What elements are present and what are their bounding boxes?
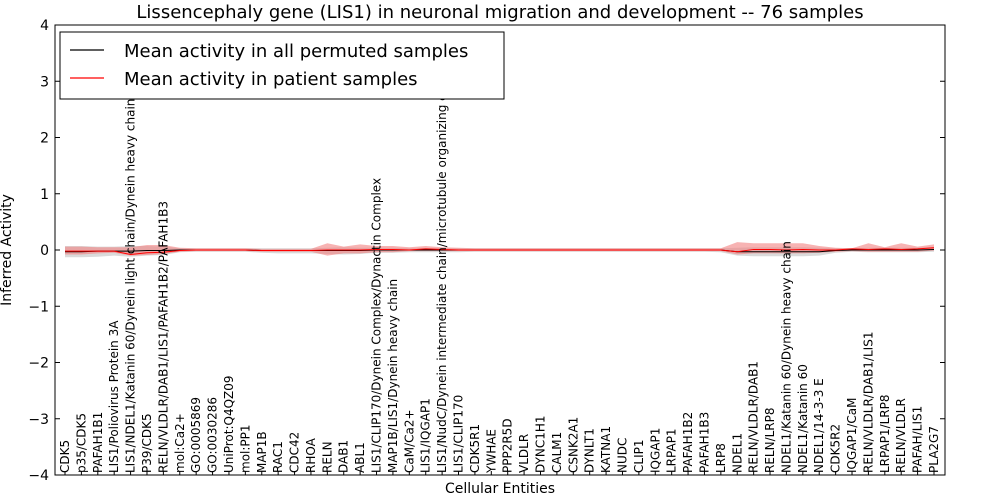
y-tick-label: 1 [40,187,49,203]
x-tick-label: RELN/VLDLR/DAB1/LIS1/PAFAH1B2/PAFAH1B3 [156,201,170,473]
x-tick-label: CDK5 [58,440,72,473]
y-ticks: −4 −3 −2 −1 0 1 2 3 4 [28,18,945,484]
x-tick-label: GO:0005869 [189,397,203,473]
x-tick-label: NDEL1/Katanin 60/Dynein heavy chain [779,241,793,473]
x-tick-label: RHOA [304,437,318,473]
x-tick-label: NDEL1 [730,433,744,473]
x-tick-label: PAFAH1B1 [91,412,105,473]
x-tick-labels: CDK5 p35/CDK5 PAFAH1B1 LIS1/Poliovirus Prot… [58,62,941,475]
y-tick-label: −4 [28,468,49,484]
x-tick-label: mol:Ca2+ [173,413,187,473]
y-tick-label: −1 [28,299,49,315]
legend: Mean activity in all permuted samples Me… [59,31,505,100]
x-tick-label: NDEL1/Katanin 60 [796,364,810,473]
x-tick-label: VLDLR [517,434,531,473]
y-tick-label: −3 [28,412,49,428]
x-tick-label: CDK5R2 [829,424,843,473]
x-tick-label: p35/CDK5 [74,413,88,473]
y-tick-label: −2 [28,356,49,372]
chart-title: Lissencephaly gene (LIS1) in neuronal mi… [136,2,863,23]
legend-label-patient: Mean activity in patient samples [124,69,418,90]
x-tick-label: UniProt:Q4QZ09 [222,375,236,473]
x-tick-label: LIS1/NudC/Dynein intermediate chain/micr… [435,62,449,473]
x-tick-label: CALM1 [550,432,564,473]
x-tick-label: GO:0030286 [206,397,220,473]
x-tick-label: RELN/VLDLR/DAB1/LIS1 [861,332,875,473]
y-axis-label: Inferred Activity [0,194,15,306]
x-tick-label: LRPAP1/LRP8 [878,394,892,473]
x-tick-label: CSNK2A1 [566,417,580,473]
legend-label-permuted: Mean activity in all permuted samples [124,41,468,62]
x-tick-label: mol:PP1 [238,424,252,473]
y-tick-label: 2 [40,131,49,147]
x-tick-label: PLA2G7 [927,426,941,473]
x-tick-label: RELN/VLDLR [894,398,908,473]
x-tick-label: LRPAP1 [665,428,679,473]
x-axis-label: Cellular Entities [445,481,555,497]
x-tick-label: LRP8 [714,443,728,473]
x-tick-label: LIS1/Poliovirus Protein 3A [107,320,121,473]
x-tick-label: PAFAH/LIS1 [911,406,925,473]
x-tick-label: DYNC1H1 [533,415,547,473]
x-tick-label: MAP1B [255,431,269,473]
x-tick-label: DYNLT1 [583,428,597,473]
x-tick-label: CaM/Ca2+ [402,409,416,473]
legend-box [59,31,505,100]
x-tick-label: DAB1 [337,440,351,473]
x-tick-label: NDEL1/14-3-3 E [812,378,826,473]
x-tick-label: IQGAP1 [648,428,662,473]
x-tick-label: CDK5R1 [468,424,482,473]
y-tick-label: 0 [40,243,49,259]
plot-frame [54,24,946,476]
x-tick-label: PAFAH1B2 [681,412,695,473]
x-tick-label: RELN/VLDLR/DAB1 [747,361,761,473]
x-tick-label: YWHAE [484,429,498,474]
x-tick-label: LIS1/CLIP170/Dynein Complex/Dynactin Com… [370,178,384,473]
band-patient [65,242,934,256]
x-tick-label: LIS1/CLIP170 [452,395,466,473]
x-tick-label: PPP2R5D [501,418,515,473]
y-tick-label: 4 [40,18,49,34]
x-tick-label: PAFAH1B3 [697,412,711,473]
x-tick-label: CDC42 [288,432,302,473]
x-tick-label: CLIP1 [632,440,646,473]
x-tick-label: ABL1 [353,442,367,473]
x-tick-label: RELN/LRP8 [763,407,777,473]
x-tick-label: NUDC [615,438,629,473]
x-tick-label: LIS1/NDEL1/Katanin 60/Dynein light chain… [124,99,138,473]
x-tick-label: MAP1B/LIS1/Dynein heavy chain [386,279,400,473]
x-tick-label: LIS1/IQGAP1 [419,398,433,473]
series-lines [65,247,935,256]
x-tick-label: RAC1 [271,441,285,473]
x-tick-label: RELN [320,441,334,473]
x-tick-label: IQGAP1/CaM [845,398,859,474]
series-line-patient [65,247,935,256]
x-tick-label: KATNA1 [599,426,613,473]
x-tick-label: P39/CDK5 [140,413,154,473]
confidence-bands [65,242,934,258]
y-tick-label: 3 [40,74,49,90]
